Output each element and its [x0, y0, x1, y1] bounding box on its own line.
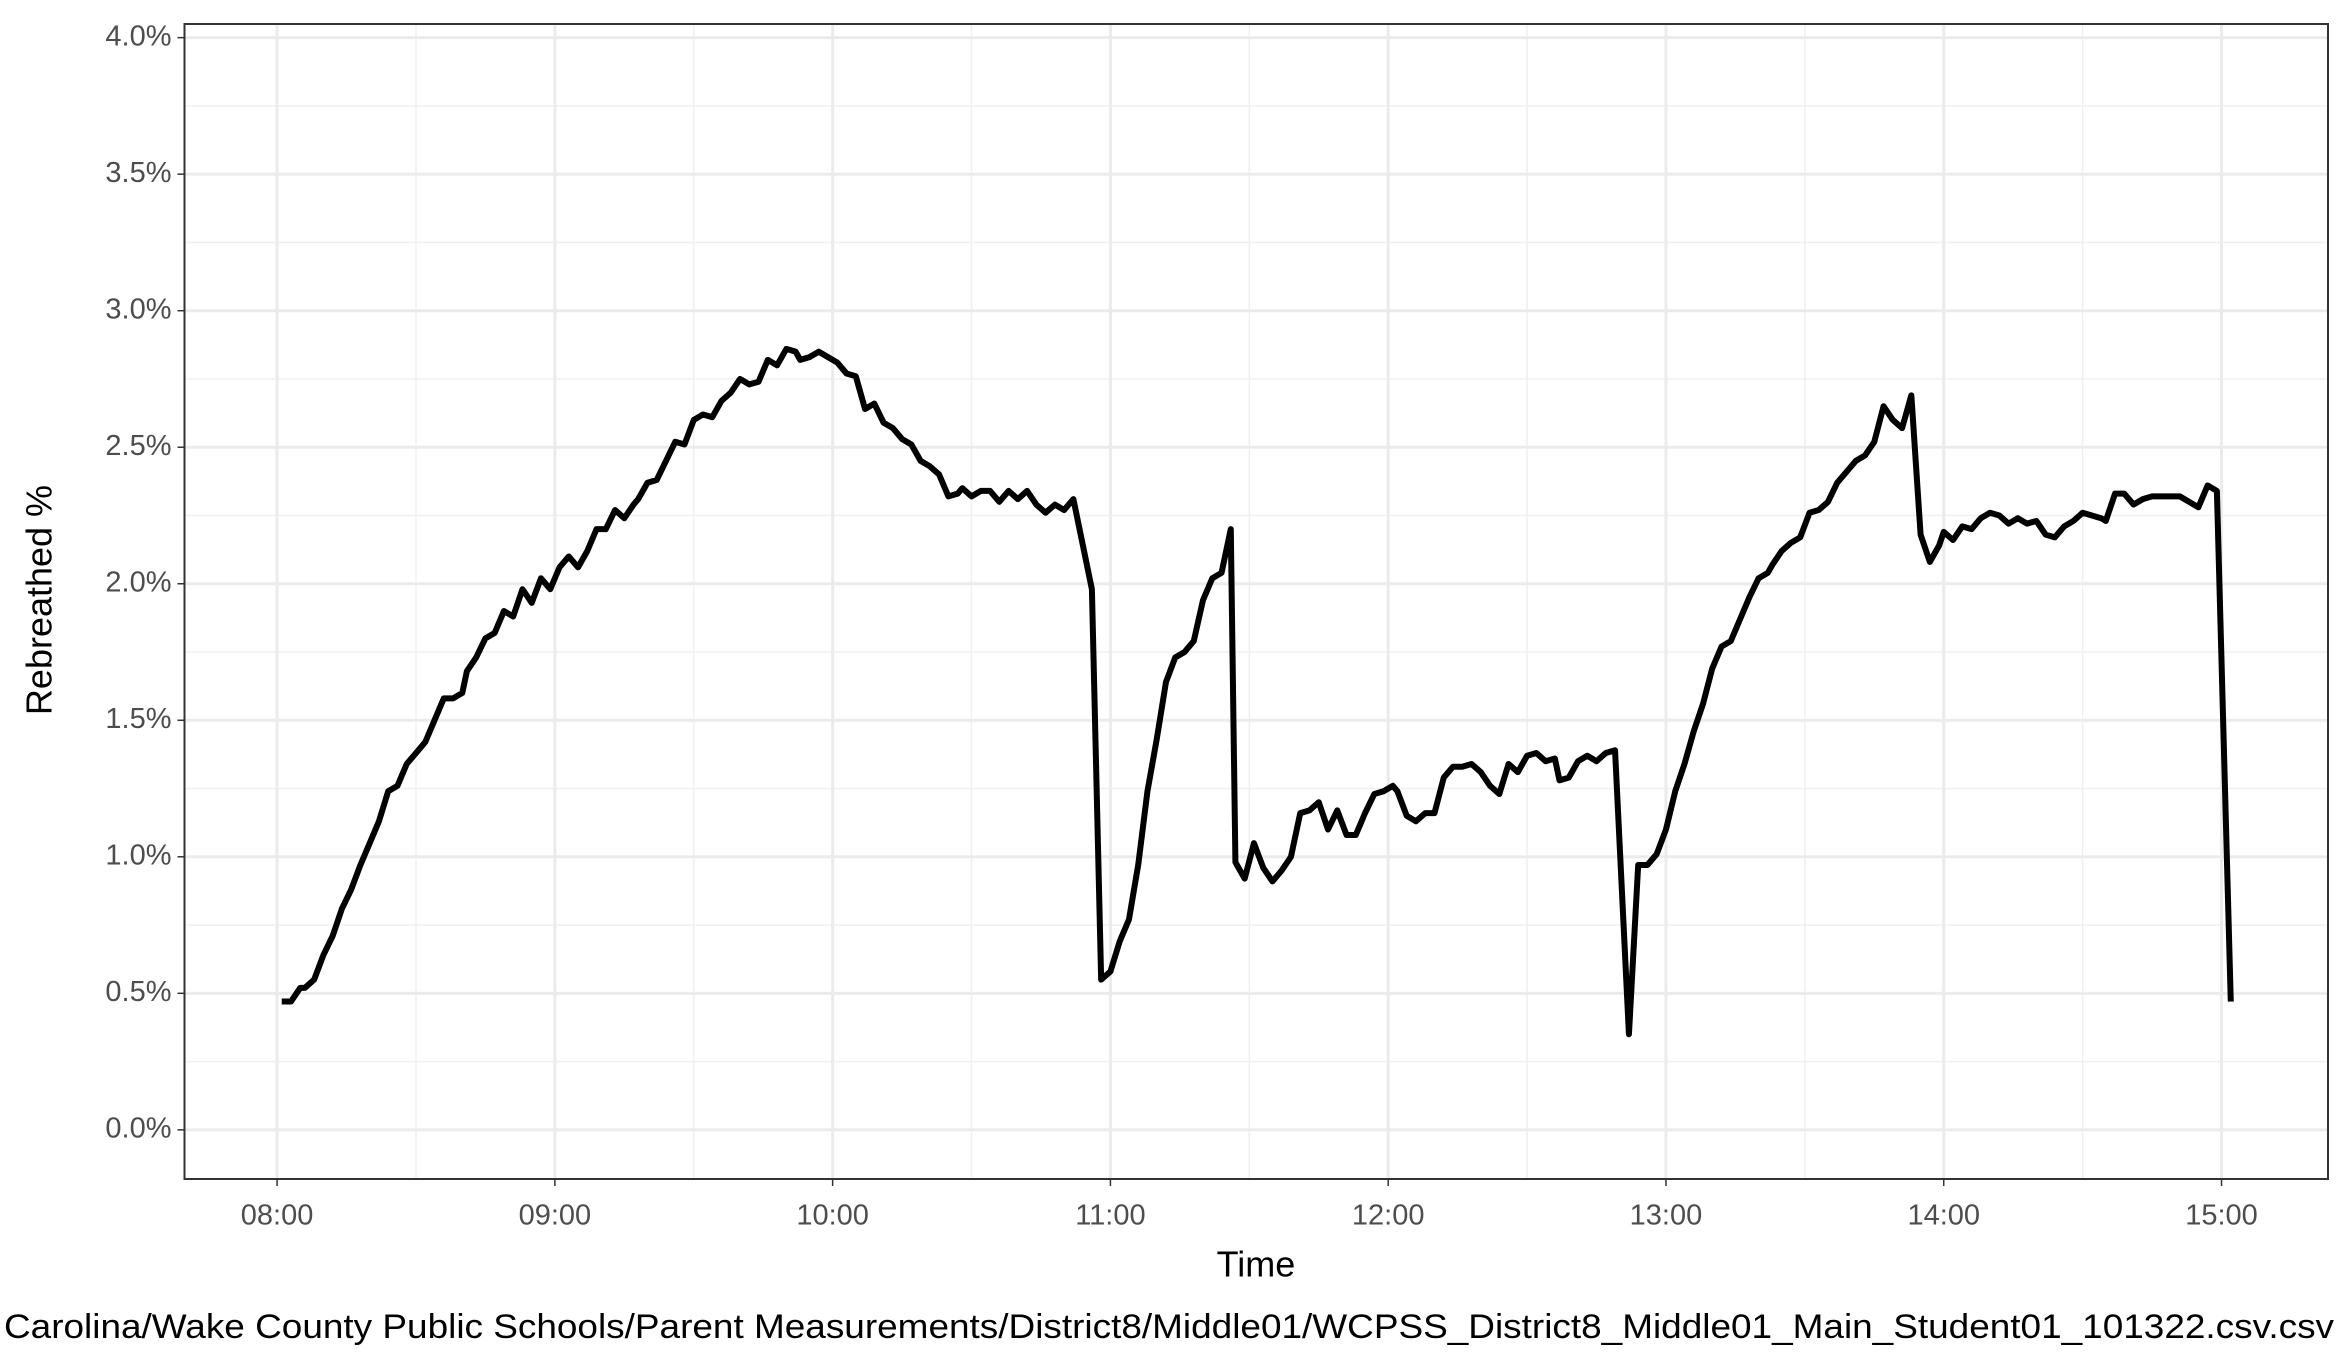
y-tick-label: 0.0% [105, 1113, 171, 1145]
y-axis-title: Rebreathed % [19, 485, 60, 715]
x-axis-title: Time [1217, 1244, 1296, 1285]
y-tick-label: 2.0% [105, 566, 171, 598]
line [281, 345, 2234, 1038]
panel-border [183, 23, 2329, 1180]
x-tick-label: 13:00 [1630, 1200, 1703, 1232]
y-tick-label: 4.0% [105, 20, 171, 52]
x-tick-label: 11:00 [1075, 1200, 1145, 1232]
caption: Carolina/Wake County Public Schools/Pare… [4, 1308, 2334, 1346]
x-tick-label: 09:00 [519, 1200, 592, 1232]
x-tick-label: 08:00 [241, 1200, 314, 1232]
y-tick-label: 0.5% [105, 976, 171, 1008]
y-tick-label: 3.5% [105, 157, 171, 189]
x-tick-label: 12:00 [1352, 1200, 1425, 1232]
x-tick-label: 10:00 [796, 1200, 869, 1232]
x-tick-label: 14:00 [1907, 1200, 1980, 1232]
y-tick-label: 2.5% [105, 430, 171, 462]
y-tick-label: 1.5% [105, 703, 171, 735]
x-tick-label: 15:00 [2185, 1200, 2258, 1232]
y-tick-label: 1.0% [105, 839, 171, 871]
y-tick-label: 3.0% [105, 293, 171, 325]
